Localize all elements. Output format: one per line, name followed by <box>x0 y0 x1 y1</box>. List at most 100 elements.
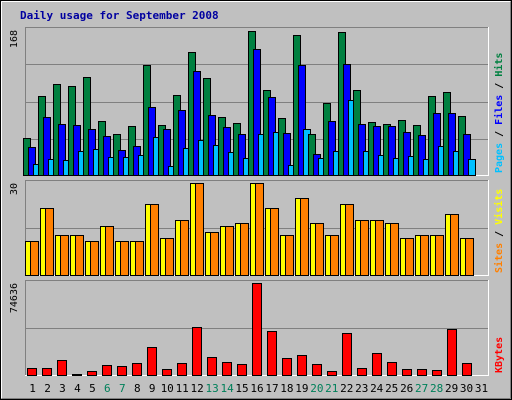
legend-part: / <box>494 125 505 143</box>
bar-kbytes-kbytes-day-28 <box>432 370 442 376</box>
panel-visits: 30 Sites / Visits <box>9 180 505 276</box>
legend-part: Files <box>493 95 505 125</box>
bar-hits-files-day-24 <box>373 126 381 176</box>
bar-kbytes-kbytes-day-16 <box>252 283 262 376</box>
x-tick-label-day-30: 30 <box>460 382 473 395</box>
bar-visits-sites-day-7 <box>120 241 129 276</box>
bar-hits-files-day-18 <box>283 133 291 176</box>
x-tick-label-day-5: 5 <box>89 382 96 395</box>
bar-visits-sites-day-1 <box>30 241 39 276</box>
x-tick-label-day-29: 29 <box>445 382 458 395</box>
bar-visits-sites-day-16 <box>255 183 264 276</box>
x-tick-label-day-9: 9 <box>149 382 156 395</box>
bar-hits-files-day-11 <box>178 110 186 176</box>
bar-visits-sites-day-4 <box>75 235 84 276</box>
bar-hits-hits-day-5 <box>83 77 91 176</box>
bar-visits-sites-day-27 <box>420 235 429 276</box>
bar-visits-sites-day-20 <box>315 223 324 276</box>
bar-kbytes-kbytes-day-21 <box>327 371 337 376</box>
bar-kbytes-kbytes-day-8 <box>132 363 142 376</box>
bar-kbytes-kbytes-day-19 <box>297 355 307 376</box>
bar-visits-sites-day-14 <box>225 226 234 276</box>
bar-visits-sites-day-22 <box>345 204 354 276</box>
bar-kbytes-kbytes-day-24 <box>372 353 382 376</box>
bar-hits-files-day-10 <box>163 129 171 176</box>
panel-hits-legend-label: Pages / Files / Hits <box>493 53 505 173</box>
bar-kbytes-kbytes-day-20 <box>312 364 322 376</box>
bar-hits-files-day-28 <box>433 113 441 176</box>
bar-kbytes-kbytes-day-7 <box>117 366 127 376</box>
chart-title: Daily usage for September 2008 <box>20 9 219 22</box>
bar-visits-sites-day-13 <box>210 232 219 276</box>
bar-kbytes-kbytes-day-13 <box>207 357 217 376</box>
bar-hits-files-day-25 <box>388 126 396 176</box>
bar-kbytes-kbytes-day-22 <box>342 333 352 376</box>
bar-hits-files-day-15 <box>238 134 246 176</box>
bar-visits-sites-day-28 <box>435 235 444 276</box>
legend-part: / <box>494 77 505 95</box>
bar-kbytes-kbytes-day-3 <box>57 360 67 376</box>
bar-hits-files-day-14 <box>223 127 231 176</box>
x-tick-label-day-10: 10 <box>161 382 174 395</box>
legend-part: Sites <box>493 243 505 273</box>
x-tick-label-day-18: 18 <box>280 382 293 395</box>
bar-hits-files-day-12 <box>193 71 201 176</box>
bar-kbytes-kbytes-day-30 <box>462 363 472 376</box>
bar-visits-sites-day-5 <box>90 241 99 276</box>
bar-kbytes-kbytes-day-15 <box>237 364 247 376</box>
bar-visits-sites-day-21 <box>330 235 339 276</box>
panel-kbytes-ymax-label: 74636 <box>9 283 20 313</box>
x-tick-label-day-13: 13 <box>205 382 218 395</box>
bar-visits-sites-day-15 <box>240 223 249 276</box>
bar-kbytes-kbytes-day-14 <box>222 362 232 376</box>
legend-part: / <box>494 225 505 243</box>
bar-hits-files-day-19 <box>298 65 306 176</box>
bar-kbytes-kbytes-day-10 <box>162 369 172 376</box>
x-tick-label-day-16: 16 <box>250 382 263 395</box>
bar-visits-sites-day-8 <box>135 241 144 276</box>
bar-hits-files-day-3 <box>58 124 66 176</box>
bar-hits-files-day-27 <box>418 135 426 176</box>
bar-hits-pages-day-30 <box>468 159 476 176</box>
bar-visits-sites-day-19 <box>300 198 309 276</box>
x-tick-label-day-15: 15 <box>235 382 248 395</box>
panel-hits-ymax-label: 168 <box>9 30 20 48</box>
x-tick-label-day-11: 11 <box>176 382 189 395</box>
x-tick-label-day-25: 25 <box>385 382 398 395</box>
bar-kbytes-kbytes-day-23 <box>357 368 367 376</box>
x-tick-label-day-22: 22 <box>340 382 353 395</box>
bar-kbytes-kbytes-day-26 <box>402 369 412 376</box>
bar-visits-sites-day-26 <box>405 238 414 276</box>
x-tick-label-day-12: 12 <box>190 382 203 395</box>
bar-visits-sites-day-30 <box>465 238 474 276</box>
legend-part: Hits <box>493 53 505 77</box>
x-tick-label-day-27: 27 <box>415 382 428 395</box>
x-tick-label-day-24: 24 <box>370 382 384 395</box>
bar-kbytes-kbytes-day-29 <box>447 329 457 376</box>
chart-panels: 168 Pages / Files / Hits 30 Sites / Visits 7… <box>9 27 505 376</box>
x-tick-label-day-7: 7 <box>119 382 126 395</box>
x-tick-label-day-8: 8 <box>134 382 141 395</box>
x-tick-label-day-23: 23 <box>355 382 368 395</box>
x-tick-label-day-6: 6 <box>104 382 111 395</box>
bar-visits-sites-day-6 <box>105 226 114 276</box>
bar-visits-sites-day-2 <box>45 208 54 276</box>
bar-visits-sites-day-24 <box>375 220 384 276</box>
bar-hits-files-day-23 <box>358 124 366 176</box>
bar-visits-sites-day-18 <box>285 235 294 276</box>
legend-part: Pages <box>494 143 505 173</box>
x-tick-label-day-21: 21 <box>325 382 338 395</box>
bar-kbytes-kbytes-day-11 <box>177 363 187 376</box>
x-tick-label-day-19: 19 <box>295 382 308 395</box>
bar-kbytes-kbytes-day-1 <box>27 368 37 376</box>
x-tick-label-day-17: 17 <box>265 382 278 395</box>
panel-visits-legend-label: Sites / Visits <box>493 189 505 273</box>
bar-hits-files-day-30 <box>463 134 471 176</box>
bar-hits-files-day-29 <box>448 113 456 176</box>
x-tick-label-day-4: 4 <box>74 382 81 395</box>
bar-visits-sites-day-25 <box>390 223 399 276</box>
bar-kbytes-kbytes-day-17 <box>267 331 277 376</box>
bar-kbytes-kbytes-day-25 <box>387 362 397 376</box>
bar-kbytes-kbytes-day-12 <box>192 327 202 376</box>
